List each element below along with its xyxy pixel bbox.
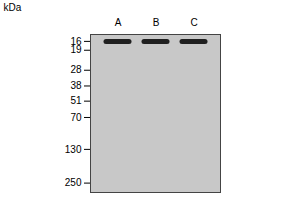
svg-text:28: 28 [70, 64, 82, 75]
svg-text:130: 130 [65, 144, 82, 155]
svg-text:C: C [190, 17, 197, 28]
svg-text:70: 70 [70, 112, 82, 123]
svg-text:kDa: kDa [4, 2, 22, 13]
svg-text:B: B [153, 17, 160, 28]
svg-text:38: 38 [70, 80, 82, 91]
svg-text:51: 51 [70, 95, 82, 106]
svg-text:A: A [115, 17, 122, 28]
svg-text:19: 19 [70, 44, 82, 56]
svg-text:250: 250 [65, 177, 82, 188]
svg-text:16: 16 [70, 36, 82, 47]
